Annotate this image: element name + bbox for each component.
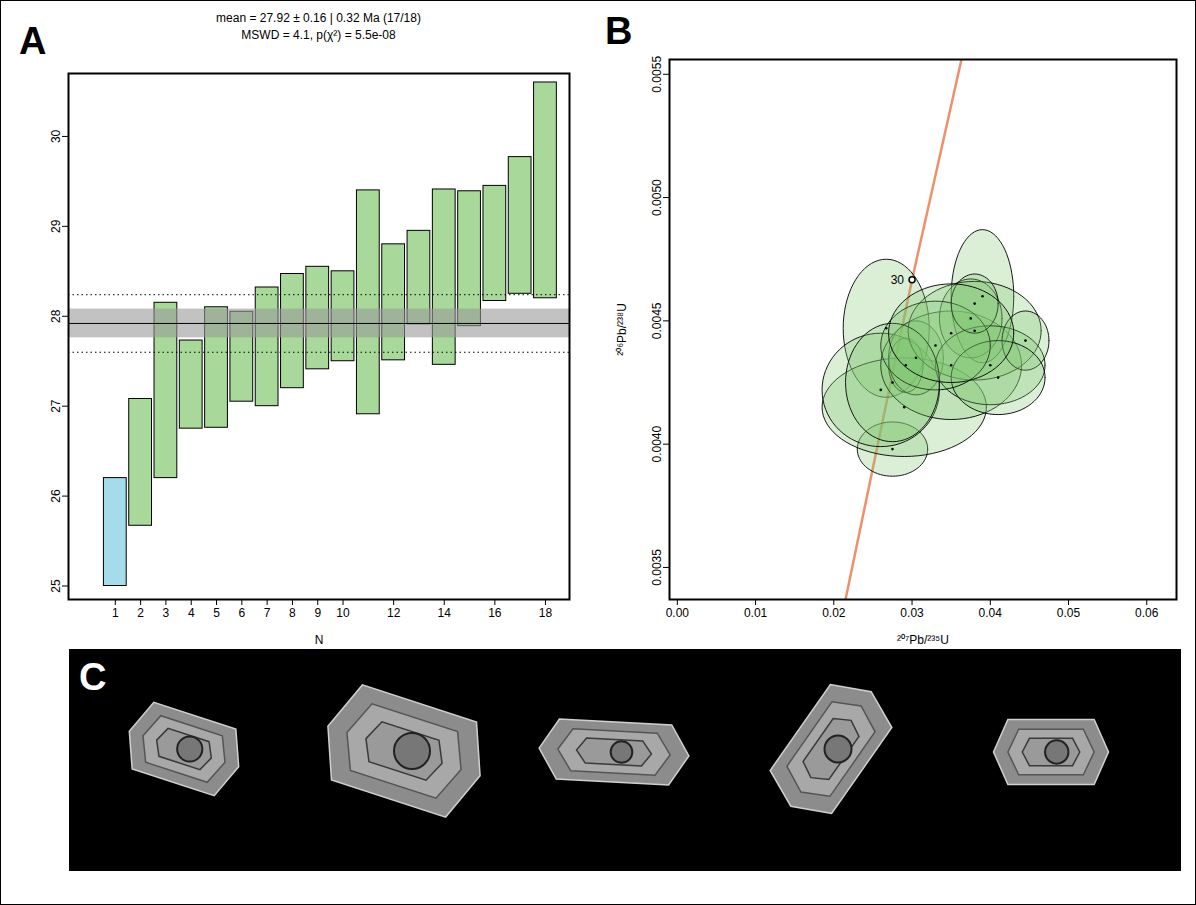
svg-text:4: 4	[188, 606, 195, 620]
svg-text:0.0055: 0.0055	[650, 56, 664, 93]
svg-text:10: 10	[336, 606, 350, 620]
svg-text:0.04: 0.04	[979, 606, 1003, 620]
svg-text:0.0050: 0.0050	[650, 179, 664, 216]
html-text:mean = 27.92 ± 0.16 | 0.32 Ma: mean = 27.92 ± 0.16 | 0.32 Ma (17/18)	[216, 11, 421, 25]
svg-text:9: 9	[314, 606, 321, 620]
svg-text:0.0035: 0.0035	[650, 549, 664, 586]
html-text:MSWD = 4.1, p(χ²) = 5.5e-08: MSWD = 4.1, p(χ²) = 5.5e-08	[241, 28, 396, 42]
svg-text:30: 30	[49, 129, 63, 143]
svg-text:8: 8	[289, 606, 296, 620]
svg-text:6: 6	[238, 606, 245, 620]
svg-text:0.01: 0.01	[744, 606, 768, 620]
svg-text:0.00: 0.00	[666, 606, 690, 620]
svg-text:²⁰⁷Pb/²³⁵U: ²⁰⁷Pb/²³⁵U	[897, 633, 949, 647]
svg-text:5: 5	[213, 606, 220, 620]
svg-text:1: 1	[112, 606, 119, 620]
html-text:C: C	[79, 656, 107, 698]
svg-text:26: 26	[49, 489, 63, 503]
svg-text:27: 27	[49, 399, 63, 413]
svg-text:0.03: 0.03	[900, 606, 924, 620]
svg-text:2: 2	[137, 606, 144, 620]
svg-text:30: 30	[891, 273, 905, 287]
svg-text:3: 3	[163, 606, 170, 620]
html-text:B: B	[605, 10, 633, 52]
svg-text:N: N	[315, 633, 324, 647]
html-text:A: A	[19, 20, 47, 62]
svg-text:29: 29	[49, 219, 63, 233]
svg-text:7: 7	[264, 606, 271, 620]
svg-text:12: 12	[387, 606, 401, 620]
svg-text:0.0045: 0.0045	[650, 302, 664, 339]
svg-text:18: 18	[539, 606, 553, 620]
svg-text:25: 25	[49, 579, 63, 593]
svg-text:0.05: 0.05	[1057, 606, 1081, 620]
svg-text:28: 28	[49, 309, 63, 323]
svg-text:0.06: 0.06	[1135, 606, 1159, 620]
svg-text:0.02: 0.02	[822, 606, 846, 620]
svg-text:14: 14	[438, 606, 452, 620]
svg-text:²⁰⁶Pb/²³⁸U: ²⁰⁶Pb/²³⁸U	[615, 303, 629, 356]
svg-text:0.0040: 0.0040	[650, 425, 664, 462]
svg-text:16: 16	[488, 606, 502, 620]
